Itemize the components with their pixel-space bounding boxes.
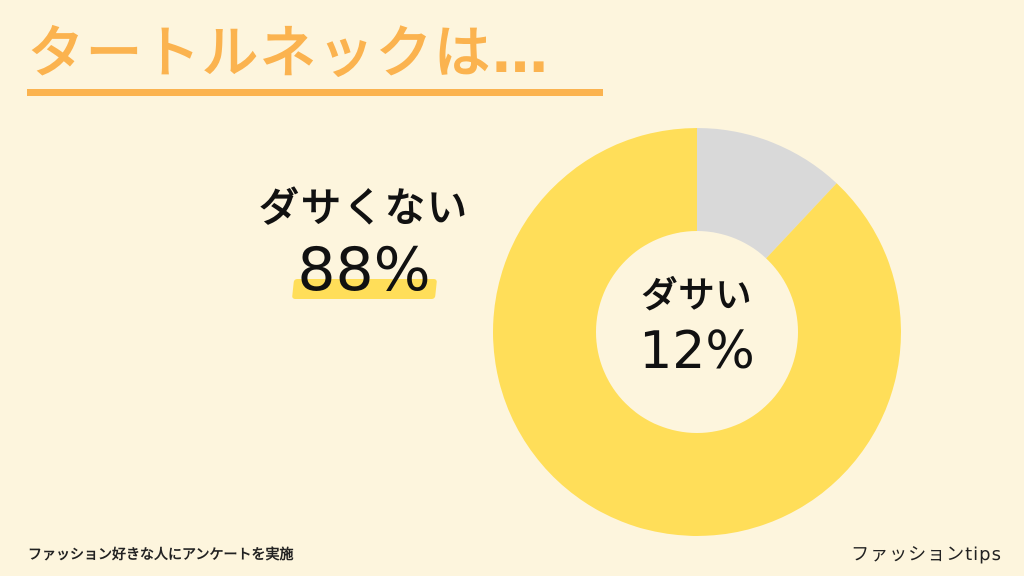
minor-slice-label: ダサい — [641, 275, 753, 316]
page-title: タートルネックは… — [28, 21, 550, 86]
major-slice-value: 88% — [297, 235, 431, 305]
major-slice-label: ダサくない — [259, 185, 469, 231]
minor-slice-callout: ダサい 12% — [597, 272, 797, 382]
major-slice-value-wrap: 88% — [292, 235, 438, 305]
brand-label: ファッションtips — [851, 544, 1002, 565]
major-slice-callout: ダサくない 88% — [240, 180, 488, 302]
minor-slice-value: 12% — [639, 321, 755, 381]
title-underline — [27, 89, 603, 96]
survey-footnote: ファッション好きな人にアンケートを実施 — [28, 547, 294, 563]
donut-hole — [596, 231, 798, 433]
